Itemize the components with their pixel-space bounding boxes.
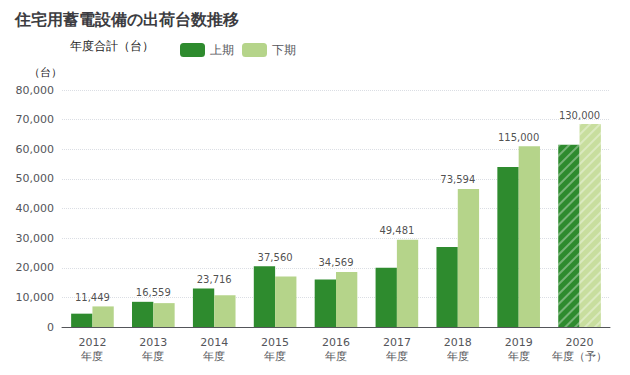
svg-text:10,000: 10,000 xyxy=(16,291,55,304)
svg-text:34,569: 34,569 xyxy=(319,257,354,268)
svg-text:2020: 2020 xyxy=(566,336,594,349)
svg-text:2018: 2018 xyxy=(444,336,472,349)
svg-text:16,559: 16,559 xyxy=(136,287,171,298)
svg-text:年度（予）: 年度（予） xyxy=(552,350,607,363)
svg-text:2019: 2019 xyxy=(505,336,533,349)
svg-text:年度: 年度 xyxy=(203,350,225,363)
svg-text:40,000: 40,000 xyxy=(16,202,55,215)
svg-text:20,000: 20,000 xyxy=(16,261,55,274)
svg-text:130,000: 130,000 xyxy=(559,110,600,121)
svg-text:80,000: 80,000 xyxy=(16,84,55,97)
svg-text:2012: 2012 xyxy=(78,336,106,349)
svg-text:（台）: （台） xyxy=(29,66,62,79)
svg-text:11,449: 11,449 xyxy=(75,292,110,303)
svg-text:下期: 下期 xyxy=(272,43,296,57)
svg-text:年度合計（台）: 年度合計（台） xyxy=(70,39,154,53)
svg-text:年度: 年度 xyxy=(325,350,347,363)
svg-text:年度: 年度 xyxy=(142,350,164,363)
svg-text:2014: 2014 xyxy=(200,336,228,349)
svg-text:50,000: 50,000 xyxy=(16,172,55,185)
svg-text:2016: 2016 xyxy=(322,336,350,349)
svg-text:住宅用蓄電設備の出荷台数推移: 住宅用蓄電設備の出荷台数推移 xyxy=(14,10,239,29)
svg-text:年度: 年度 xyxy=(508,350,530,363)
svg-text:30,000: 30,000 xyxy=(16,232,55,245)
svg-text:2013: 2013 xyxy=(139,336,167,349)
svg-text:70,000: 70,000 xyxy=(16,113,55,126)
svg-text:73,594: 73,594 xyxy=(440,174,475,185)
svg-text:60,000: 60,000 xyxy=(16,143,55,156)
svg-text:2017: 2017 xyxy=(383,336,411,349)
svg-text:年度: 年度 xyxy=(81,350,103,363)
svg-text:49,481: 49,481 xyxy=(379,225,414,236)
svg-text:23,716: 23,716 xyxy=(197,274,232,285)
svg-text:年度: 年度 xyxy=(447,350,469,363)
svg-text:37,560: 37,560 xyxy=(258,252,293,263)
svg-text:115,000: 115,000 xyxy=(498,132,539,143)
svg-text:0: 0 xyxy=(47,321,54,334)
svg-text:2015: 2015 xyxy=(261,336,289,349)
svg-text:上期: 上期 xyxy=(210,43,234,57)
svg-text:年度: 年度 xyxy=(264,350,286,363)
svg-text:年度: 年度 xyxy=(386,350,408,363)
